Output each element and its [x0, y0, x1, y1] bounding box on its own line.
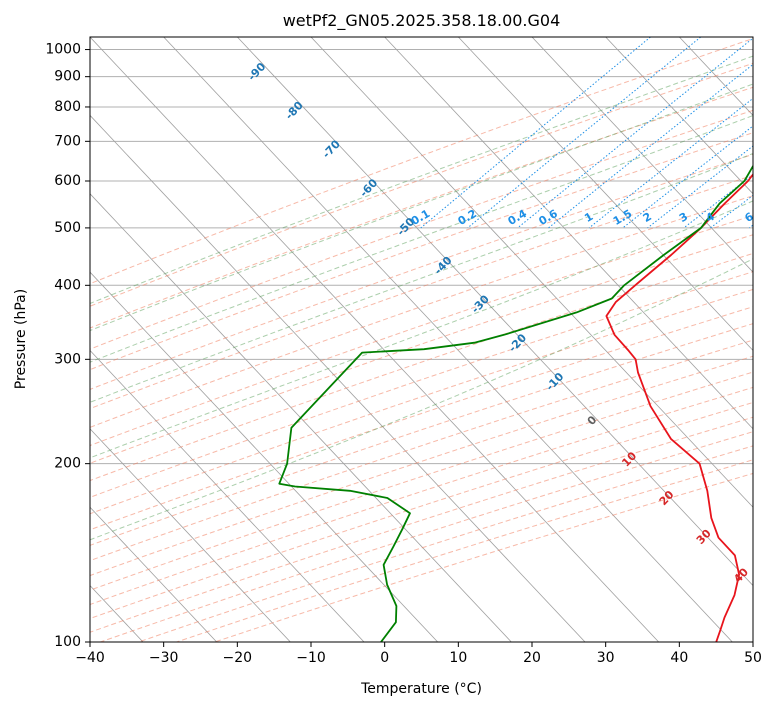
x-tick-label: 10: [449, 650, 467, 666]
mixing-ratio-line: [420, 37, 651, 229]
x-tick-label: −30: [149, 650, 179, 666]
x-tick-label: −40: [75, 650, 105, 666]
dry-adiabat-line: [90, 62, 753, 307]
isotherm-line: [90, 193, 512, 642]
moist-adiabat-line: [90, 258, 753, 541]
isotherm-line: [90, 349, 365, 642]
isotherm-line: [90, 428, 291, 642]
dry-adiabat-line: [90, 132, 753, 371]
dry-adiabat-line: [90, 195, 753, 428]
x-tick-label: 0: [380, 650, 389, 666]
x-tick-label: 20: [523, 650, 541, 666]
dry-adiabat-line: [90, 38, 753, 285]
isotherm-line: [310, 37, 753, 508]
y-tick-label: 100: [54, 634, 81, 650]
dewpoint-line: [278, 164, 753, 642]
y-axis-label: Pressure (hPa): [13, 289, 29, 389]
mixing-ratio-line: [647, 145, 753, 229]
x-tick-label: −20: [223, 650, 253, 666]
isotherm-line: [531, 37, 753, 273]
x-tick-label: 50: [744, 650, 762, 666]
x-tick-label: 40: [670, 650, 688, 666]
dry-adiabat-line: [90, 214, 753, 447]
moist-adiabat-line: [90, 152, 753, 403]
plot-frame: [89, 36, 754, 643]
isotherm-line: [163, 37, 733, 642]
dry-adiabat-line: [90, 153, 753, 390]
y-tick-label: 1000: [45, 42, 81, 58]
isotherm-line: [458, 37, 753, 352]
isotherm-line: [90, 114, 586, 642]
moist-adiabat-line: [90, 114, 753, 363]
mixing-ratio-line: [467, 37, 702, 229]
mixing-ratio-line: [517, 37, 753, 229]
y-tick-label: 800: [54, 99, 81, 115]
y-tick-label: 400: [54, 277, 81, 293]
x-tick-label: 30: [597, 650, 615, 666]
x-tick-label: −10: [296, 650, 326, 666]
y-tick-label: 200: [54, 456, 81, 472]
dry-adiabat-line: [90, 86, 753, 329]
isotherm-line: [90, 37, 659, 642]
moist-adiabat-line: [90, 55, 753, 305]
isotherm-line: [90, 271, 438, 642]
y-tick-label: 500: [54, 220, 81, 236]
y-tick-label: 700: [54, 133, 81, 149]
isotherm-line: [237, 37, 753, 587]
temperature-line: [605, 172, 753, 642]
y-tick-label: 600: [54, 173, 81, 189]
chart-title: wetPf2_GN05.2025.358.18.00.G04: [283, 11, 561, 31]
moist-adiabat-line: [90, 83, 753, 332]
dry-adiabat-line: [90, 174, 753, 410]
y-tick-label: 900: [54, 69, 81, 85]
mixing-ratio-line: [588, 97, 753, 229]
x-axis-label: Temperature (°C): [360, 681, 482, 697]
isotherm-line: [384, 37, 753, 430]
isotherm-line: [605, 37, 753, 195]
dry-adiabat-line: [90, 234, 753, 464]
mixing-ratio-label-6: 6: [742, 210, 755, 225]
y-tick-label: 300: [54, 351, 81, 367]
isotherm-line: [90, 506, 217, 642]
